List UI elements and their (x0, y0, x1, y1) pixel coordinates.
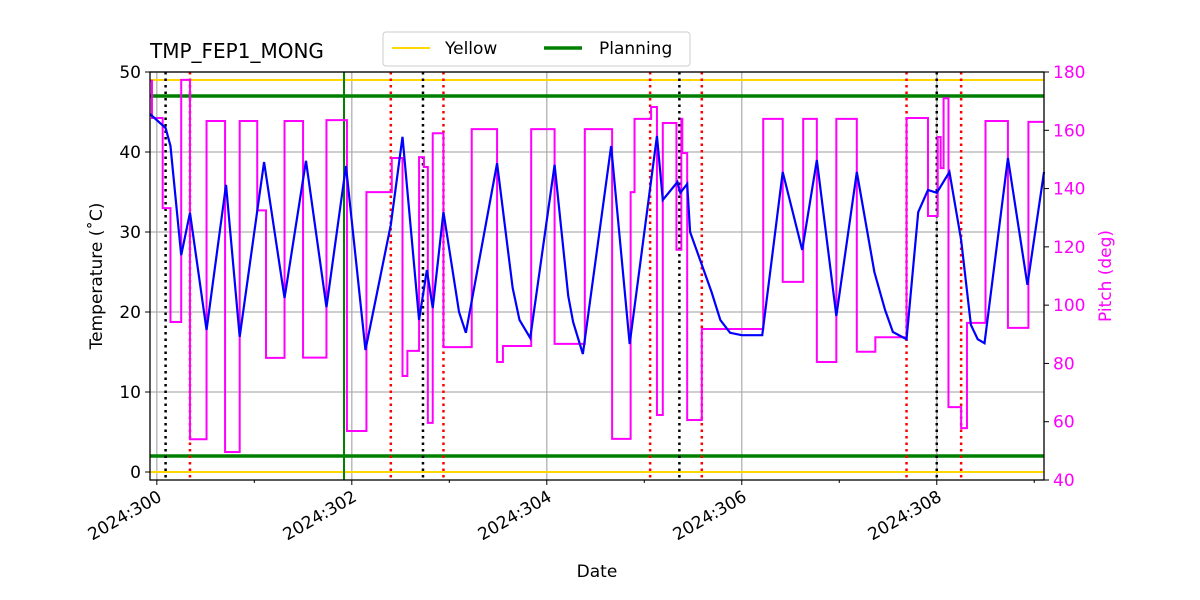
y-axis-label: Temperature (˚C) (86, 203, 107, 351)
x-tick-label: 2024:306 (670, 487, 751, 545)
x-axis-label: Date (577, 562, 618, 582)
y2-tick-label: 180 (1053, 63, 1085, 83)
chart-title: TMP_FEP1_MONG (149, 39, 324, 63)
legend: Yellow Planning (382, 31, 691, 67)
plot-frame (149, 71, 1045, 481)
y2-tick-label: 160 (1053, 121, 1085, 141)
series-layer (149, 72, 1046, 480)
y-tick-label: 30 (119, 223, 141, 243)
x-tick-label: 2024:308 (865, 487, 946, 545)
y2-tick-label: 40 (1053, 471, 1075, 491)
x-tick-label: 2024:300 (85, 487, 166, 545)
y-tick-label: 0 (130, 463, 141, 483)
y-tick-label: 50 (119, 63, 141, 83)
y2-tick-label: 100 (1053, 296, 1085, 316)
x-tick-label: 2024:304 (475, 487, 556, 545)
y2-axis-label: Pitch (deg) (1096, 230, 1116, 322)
y-tick-label: 10 (119, 383, 141, 403)
y2-tick-label: 80 (1053, 354, 1075, 374)
legend-label-yellow: Yellow (444, 39, 497, 59)
pitch-line (150, 78, 1044, 454)
temperature-line (149, 113, 1046, 355)
y-tick-label: 40 (119, 143, 141, 163)
y-tick-label: 20 (119, 303, 141, 323)
legend-box (382, 31, 691, 67)
y2-tick-label: 60 (1053, 413, 1075, 433)
y2-tick-label: 140 (1053, 180, 1085, 200)
y2-tick-label: 120 (1053, 238, 1085, 258)
x-tick-label: 2024:302 (280, 487, 361, 545)
legend-label-planning: Planning (599, 39, 672, 59)
